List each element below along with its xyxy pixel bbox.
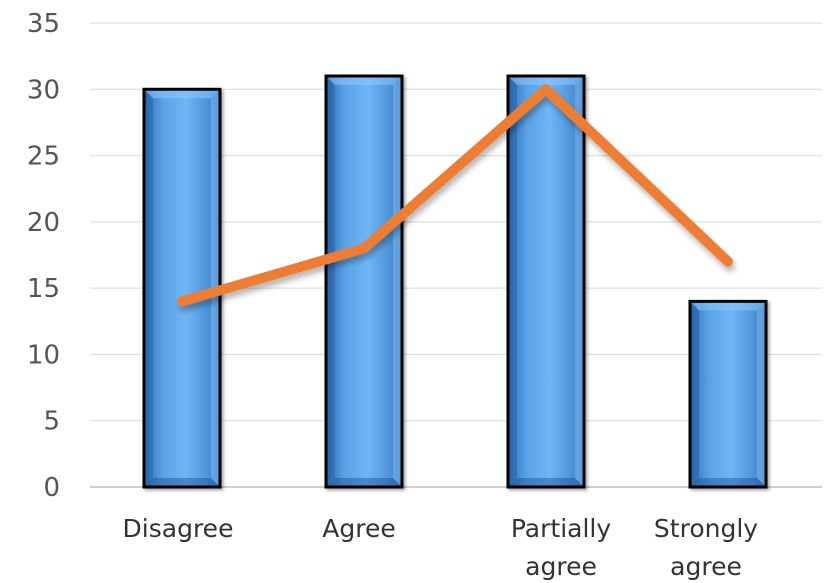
bar — [506, 74, 586, 489]
y-tick-label: 10 — [27, 340, 60, 370]
bar — [688, 299, 768, 489]
y-tick-label: 0 — [43, 473, 60, 503]
x-tick-label: Strongly agree — [654, 514, 758, 581]
y-axis: 0 5 10 15 20 25 30 35 — [27, 9, 60, 503]
series-line — [177, 84, 733, 307]
x-axis: Disagree Agree Partially agree Strongly agree — [123, 514, 759, 581]
y-tick-label: 15 — [27, 274, 60, 304]
x-tick-label: Partially agree — [511, 514, 612, 581]
bar-series — [142, 74, 768, 489]
bar — [142, 87, 222, 489]
y-tick-label: 25 — [27, 142, 60, 172]
line-series — [177, 84, 733, 307]
y-tick-label: 35 — [27, 9, 60, 39]
y-tick-label: 5 — [43, 407, 60, 437]
x-tick-label: Disagree — [123, 514, 234, 543]
x-tick-label: Agree — [322, 514, 395, 543]
y-tick-label: 30 — [27, 75, 60, 105]
y-tick-label: 20 — [27, 208, 60, 238]
bar — [324, 74, 404, 489]
